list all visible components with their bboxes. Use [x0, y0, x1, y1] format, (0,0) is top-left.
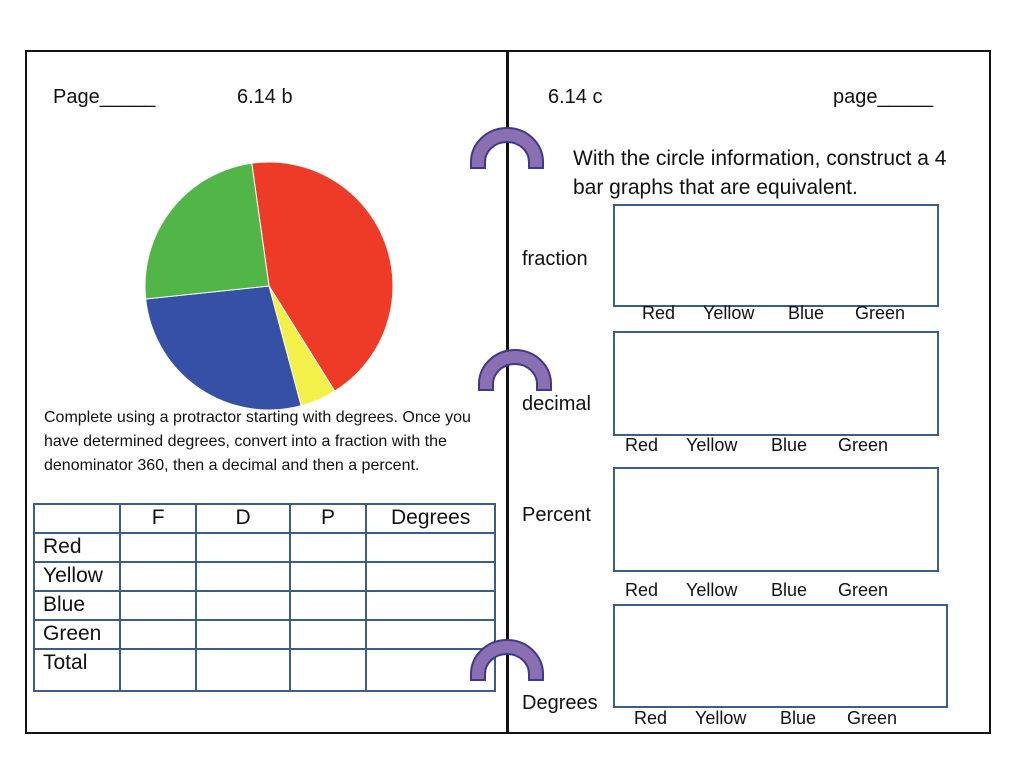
table-header-percent: P	[288, 503, 368, 534]
answer-cell[interactable]	[288, 561, 368, 592]
answer-cell[interactable]	[118, 619, 198, 650]
answer-cell[interactable]	[195, 561, 291, 592]
fraction-bar-graph-area[interactable]	[613, 204, 939, 307]
binder-ring-icon	[470, 127, 544, 169]
category-label: Green	[847, 708, 898, 728]
answer-cell[interactable]	[365, 590, 496, 621]
notebook-spine	[506, 50, 509, 734]
fraction-category-labels: Red Yellow Blue Green	[642, 303, 905, 324]
category-label: Yellow	[695, 708, 747, 728]
category-label: Blue	[788, 303, 825, 323]
left-page-number-label: Page_____	[53, 86, 156, 108]
degrees-category-labels: Red Yellow Blue Green	[634, 708, 897, 729]
table-header-fraction: F	[118, 503, 198, 534]
category-label: Red	[625, 580, 659, 600]
answer-cell[interactable]	[288, 619, 368, 650]
table-row-yellow: Yellow	[33, 561, 496, 592]
degrees-bar-graph-area[interactable]	[613, 604, 948, 708]
row-label: Total	[33, 648, 121, 692]
row-label: Yellow	[33, 561, 121, 592]
answer-cell[interactable]	[118, 561, 198, 592]
answer-cell[interactable]	[195, 532, 291, 563]
answer-cell[interactable]	[195, 619, 291, 650]
pie-chart	[144, 161, 394, 411]
table-row-red: Red	[33, 532, 496, 563]
answer-cell[interactable]	[365, 561, 496, 592]
graph-label-fraction: fraction	[522, 248, 588, 270]
table-header-decimal: D	[195, 503, 291, 534]
category-label: Blue	[780, 708, 817, 728]
answer-cell[interactable]	[365, 619, 496, 650]
decimal-bar-graph-area[interactable]	[613, 331, 939, 436]
binder-ring-icon	[478, 349, 552, 391]
row-label: Red	[33, 532, 121, 563]
answer-cell[interactable]	[118, 648, 198, 692]
category-label: Green	[855, 303, 906, 323]
table-header-blank	[33, 503, 121, 534]
category-label: Yellow	[686, 580, 738, 600]
answer-cell[interactable]	[288, 532, 368, 563]
left-lesson-number: 6.14 b	[237, 86, 293, 108]
answer-cell[interactable]	[195, 648, 291, 692]
category-label: Green	[838, 580, 889, 600]
decimal-category-labels: Red Yellow Blue Green	[625, 435, 888, 456]
category-label: Red	[625, 435, 659, 455]
answer-cell[interactable]	[118, 590, 198, 621]
right-page-number-label: page_____	[833, 86, 934, 108]
answer-cell[interactable]	[288, 590, 368, 621]
graph-label-decimal: decimal	[522, 393, 591, 415]
answer-cell[interactable]	[288, 648, 368, 692]
category-label: Yellow	[686, 435, 738, 455]
table-row-total: Total	[33, 648, 496, 692]
category-label: Red	[634, 708, 668, 728]
answer-cell[interactable]	[195, 590, 291, 621]
row-label: Blue	[33, 590, 121, 621]
percent-category-labels: Red Yellow Blue Green	[625, 580, 888, 601]
graph-instructions: With the circle information, construct a…	[573, 147, 947, 199]
pie-slice-red	[251, 161, 394, 392]
table-header-degrees: Degrees	[365, 503, 496, 534]
conversion-table: F D P Degrees Red Yellow Blue Green Tota…	[33, 503, 496, 692]
answer-cell[interactable]	[365, 532, 496, 563]
category-label: Blue	[771, 580, 808, 600]
right-lesson-number: 6.14 c	[548, 86, 603, 108]
table-row-blue: Blue	[33, 590, 496, 621]
pie-slice-green	[144, 162, 270, 300]
pie-slice-blue	[145, 285, 302, 411]
instructions-text: Complete using a protractor starting wit…	[44, 409, 471, 474]
table-row-green: Green	[33, 619, 496, 650]
answer-cell[interactable]	[118, 532, 198, 563]
category-label: Green	[838, 435, 889, 455]
category-label: Blue	[771, 435, 808, 455]
graph-label-degrees: Degrees	[522, 692, 598, 714]
graph-label-percent: Percent	[522, 504, 591, 526]
row-label: Green	[33, 619, 121, 650]
percent-bar-graph-area[interactable]	[613, 467, 939, 572]
category-label: Red	[642, 303, 676, 323]
category-label: Yellow	[703, 303, 755, 323]
binder-ring-icon	[470, 639, 544, 681]
